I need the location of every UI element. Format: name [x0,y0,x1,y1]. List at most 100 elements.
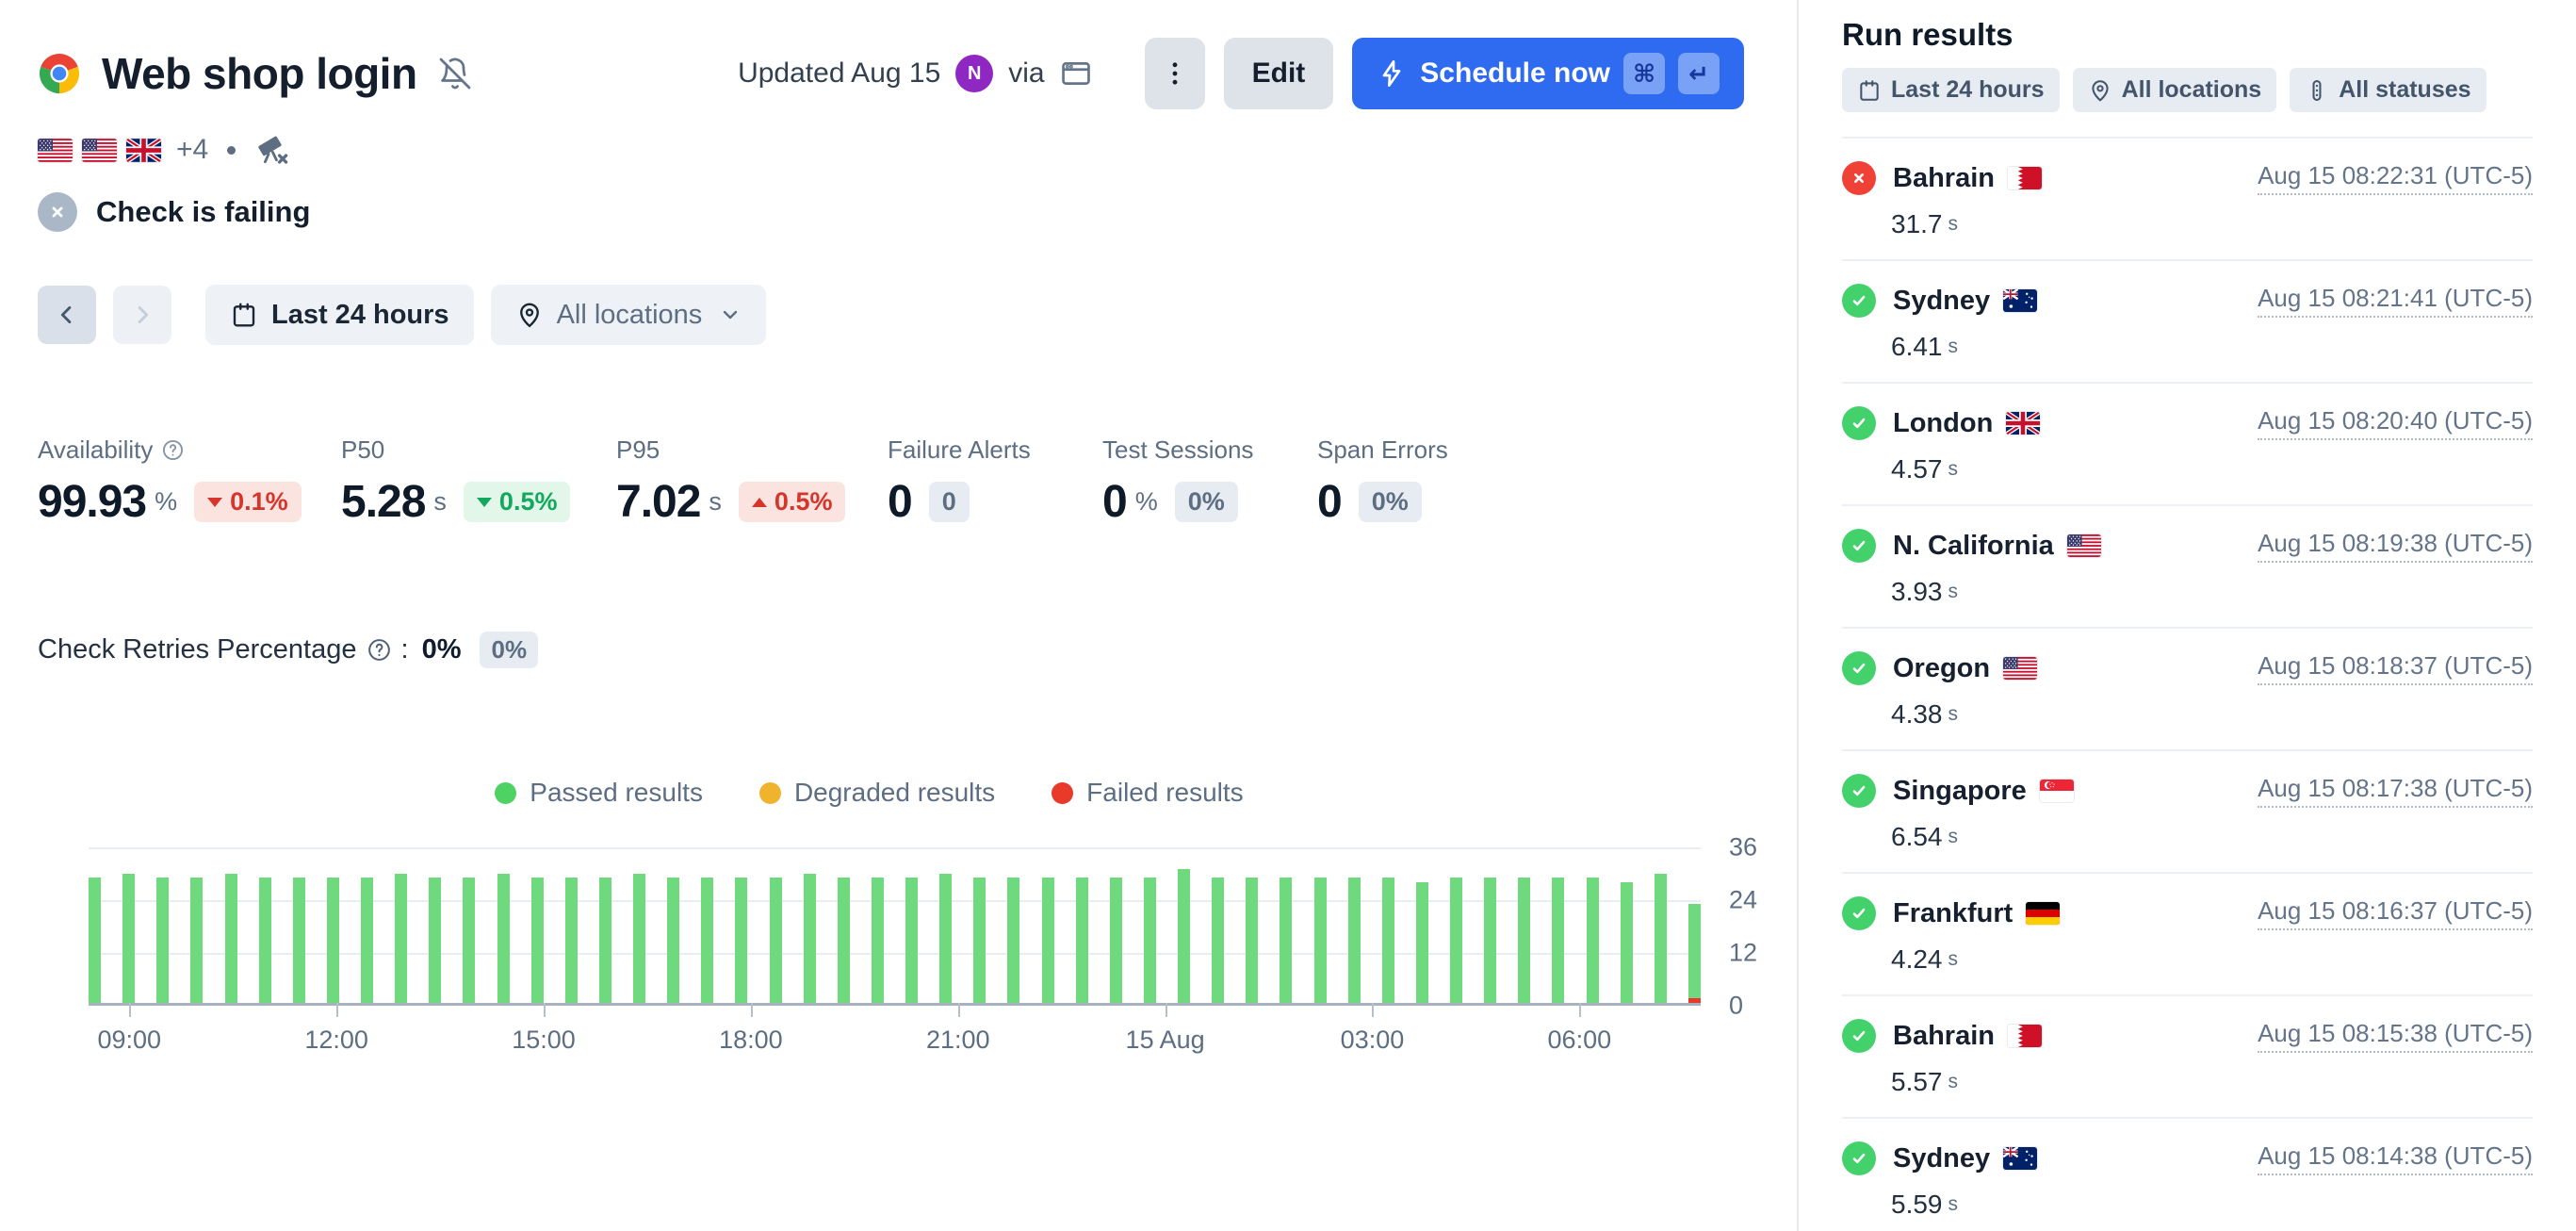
result-bar[interactable] [530,847,544,1003]
next-range-button[interactable] [113,286,171,344]
locations-selector[interactable]: All locations [490,285,767,345]
x-tick-label: 09:00 [97,1026,162,1054]
result-bar[interactable] [1381,847,1394,1003]
run-duration-unit: s [1948,1193,1959,1215]
schedule-now-button[interactable]: Schedule now ⌘ ↵ [1352,38,1744,109]
result-bar[interactable] [1075,847,1088,1003]
result-bar[interactable] [1347,847,1361,1003]
result-bar[interactable] [463,847,476,1003]
run-timestamp-link[interactable]: Aug 15 08:21:41 (UTC-5) [2258,284,2533,318]
legend-item-passed[interactable]: Passed results [495,778,703,808]
result-bar[interactable] [1313,847,1327,1003]
result-bar[interactable] [598,847,611,1003]
updated-info: Updated Aug 15 N via [738,55,1092,92]
check-icon [1849,535,1869,556]
run-result-item[interactable]: Oregon Aug 15 08:18:37 (UTC-5) 4.38 s [1842,629,2533,751]
run-timestamp-link[interactable]: Aug 15 08:19:38 (UTC-5) [2258,529,2533,563]
run-timestamp-link[interactable]: Aug 15 08:18:37 (UTC-5) [2258,651,2533,685]
result-bar[interactable] [224,847,237,1003]
result-bar[interactable] [1178,847,1190,1003]
result-bar[interactable] [1212,847,1225,1003]
result-bar[interactable] [497,847,510,1003]
run-result-item[interactable]: Bahrain Aug 15 08:22:31 (UTC-5) 31.7 s [1842,139,2533,261]
result-bar[interactable] [1450,847,1462,1003]
run-timestamp-link[interactable]: Aug 15 08:20:40 (UTC-5) [2258,406,2533,440]
filter-statuses[interactable]: All statuses [2290,68,2486,112]
run-timestamp-link[interactable]: Aug 15 08:22:31 (UTC-5) [2258,161,2533,195]
run-result-item[interactable]: London Aug 15 08:20:40 (UTC-5) 4.57 s [1842,384,2533,506]
result-bar[interactable] [1143,847,1156,1003]
result-bar[interactable] [326,847,339,1003]
result-bar[interactable] [395,847,408,1003]
result-bar[interactable] [429,847,442,1003]
result-bar[interactable] [1687,847,1701,1003]
run-result-item[interactable]: N. California Aug 15 08:19:38 (UTC-5) 3.… [1842,506,2533,629]
result-bar[interactable] [258,847,271,1003]
result-bar[interactable] [803,847,816,1003]
clock-icon [1842,1189,1874,1221]
prev-range-button[interactable] [38,286,96,344]
result-bar[interactable] [667,847,680,1003]
result-bar[interactable] [1246,847,1259,1003]
run-result-item[interactable]: Bahrain Aug 15 08:15:38 (UTC-5) 5.57 s [1842,996,2533,1119]
bell-muted-icon[interactable] [438,57,472,90]
result-bar[interactable] [905,847,918,1003]
result-bar[interactable] [769,847,782,1003]
check-icon [1849,780,1869,801]
result-bar[interactable] [837,847,850,1003]
help-icon[interactable] [367,637,392,663]
more-locations-count: +4 [176,134,209,165]
filter-time-range[interactable]: Last 24 hours [1842,68,2060,112]
result-bar[interactable] [701,847,714,1003]
result-bar[interactable] [939,847,953,1003]
help-icon[interactable] [161,438,185,462]
result-bar[interactable] [1552,847,1565,1003]
result-bar[interactable] [156,847,170,1003]
result-bar[interactable] [633,847,645,1003]
x-tick-mark [1165,1003,1167,1017]
result-bar[interactable] [1041,847,1054,1003]
result-bar[interactable] [1007,847,1020,1003]
run-result-item[interactable]: Sydney Aug 15 08:14:38 (UTC-5) 5.59 s [1842,1119,2533,1231]
enter-key-badge: ↵ [1678,53,1720,94]
location-flags [38,138,161,162]
run-timestamp-link[interactable]: Aug 15 08:15:38 (UTC-5) [2258,1019,2533,1053]
run-result-item[interactable]: Frankfurt Aug 15 08:16:37 (UTC-5) 4.24 s [1842,874,2533,996]
clock-icon [1842,331,1874,363]
result-bar[interactable] [735,847,748,1003]
avatar[interactable]: N [955,55,994,92]
result-bar[interactable] [361,847,373,1003]
result-bar[interactable] [292,847,305,1003]
x-tick-mark [129,1003,132,1017]
run-timestamp-link[interactable]: Aug 15 08:17:38 (UTC-5) [2258,774,2533,808]
result-bar[interactable] [1415,847,1428,1003]
result-bar[interactable] [1280,847,1293,1003]
locations-label: All locations [556,299,703,330]
run-timestamp-link[interactable]: Aug 15 08:14:38 (UTC-5) [2258,1141,2533,1175]
result-bar[interactable] [190,847,204,1003]
run-results-title: Run results [1842,17,2014,52]
run-result-item[interactable]: Singapore Aug 15 08:17:38 (UTC-5) 6.54 s [1842,751,2533,874]
run-result-item[interactable]: Sydney Aug 15 08:21:41 (UTC-5) 6.41 s [1842,261,2533,384]
result-bar[interactable] [564,847,578,1003]
time-range-selector[interactable]: Last 24 hours [205,285,474,345]
result-bar[interactable] [122,847,136,1003]
legend-item-degraded[interactable]: Degraded results [758,778,995,808]
result-bar[interactable] [1654,847,1667,1003]
result-bar[interactable] [871,847,884,1003]
result-bar[interactable] [1109,847,1122,1003]
result-bar[interactable] [1620,847,1633,1003]
chart-legend: Passed results Degraded results Failed r… [38,778,1701,808]
filter-locations[interactable]: All locations [2072,68,2277,112]
result-bar[interactable] [1586,847,1599,1003]
run-duration: 5.57 [1891,1067,1943,1096]
result-bar[interactable] [1518,847,1531,1003]
kebab-icon [1159,57,1191,90]
result-bar[interactable] [973,847,986,1003]
more-options-button[interactable] [1144,38,1205,109]
run-timestamp-link[interactable]: Aug 15 08:16:37 (UTC-5) [2258,896,2533,930]
result-bar[interactable] [89,847,101,1003]
legend-item-failed[interactable]: Failed results [1052,778,1244,808]
edit-button[interactable]: Edit [1223,38,1334,109]
result-bar[interactable] [1484,847,1497,1003]
